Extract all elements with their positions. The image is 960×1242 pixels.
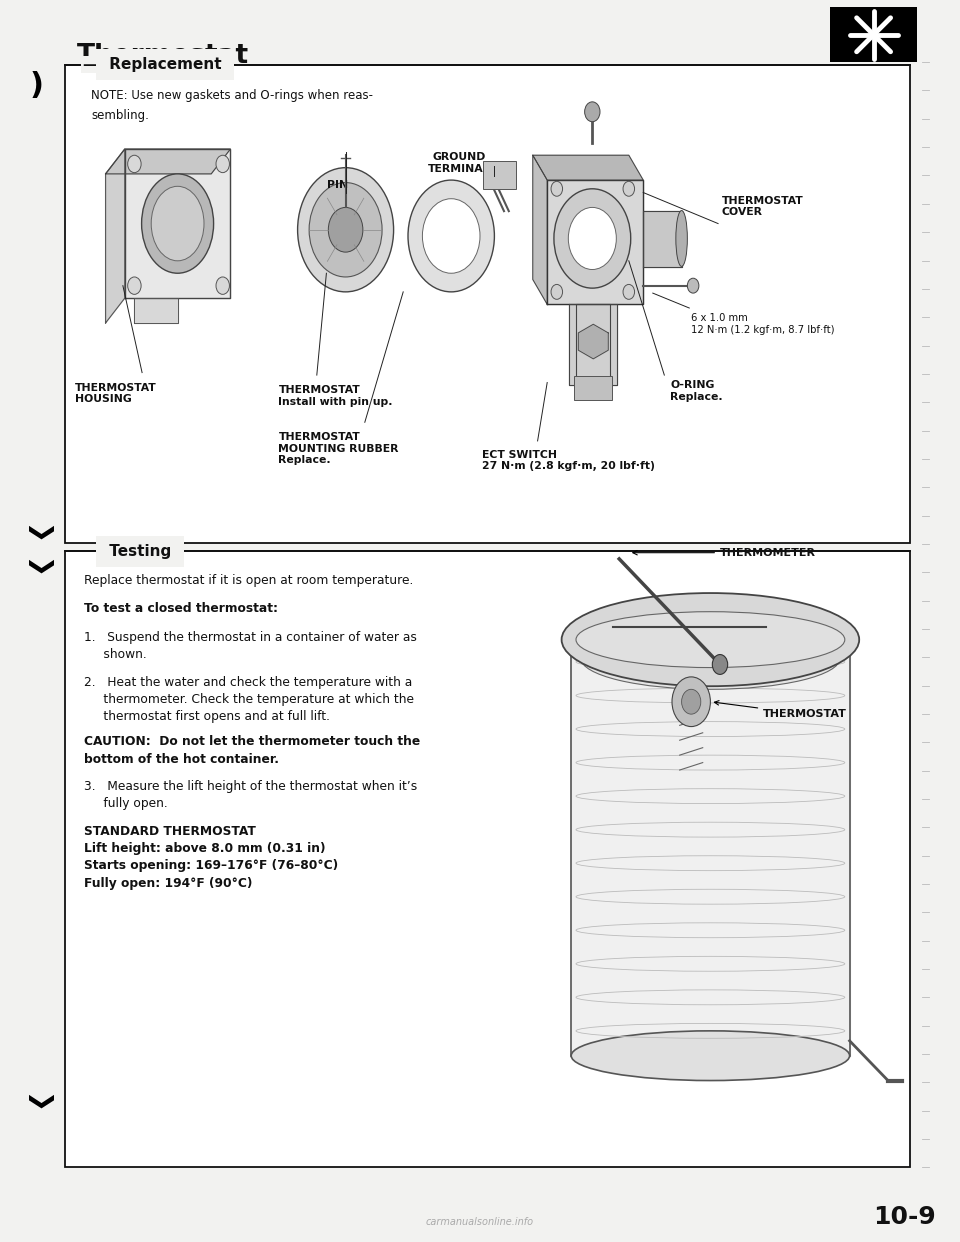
Ellipse shape xyxy=(151,186,204,261)
Text: Thermostat: Thermostat xyxy=(77,43,249,70)
Polygon shape xyxy=(578,324,609,359)
Text: ECT SWITCH
27 N·m (2.8 kgf·m, 20 lbf·ft): ECT SWITCH 27 N·m (2.8 kgf·m, 20 lbf·ft) xyxy=(482,450,655,471)
Circle shape xyxy=(585,102,600,122)
Circle shape xyxy=(551,284,563,299)
Polygon shape xyxy=(643,211,682,267)
Polygon shape xyxy=(125,149,230,298)
Circle shape xyxy=(128,155,141,173)
Text: PIN: PIN xyxy=(327,180,348,190)
Text: Lift height: above 8.0 mm (0.31 in): Lift height: above 8.0 mm (0.31 in) xyxy=(84,842,326,854)
Text: THERMOSTAT
MOUNTING RUBBER
Replace.: THERMOSTAT MOUNTING RUBBER Replace. xyxy=(278,432,399,466)
Ellipse shape xyxy=(571,596,850,671)
Text: 2.   Heat the water and check the temperature with a: 2. Heat the water and check the temperat… xyxy=(84,676,413,688)
Text: THERMOSTAT
COVER: THERMOSTAT COVER xyxy=(722,196,804,217)
Text: Replacement: Replacement xyxy=(104,57,227,72)
Text: ❯: ❯ xyxy=(24,558,49,579)
Ellipse shape xyxy=(676,210,687,267)
Text: Starts opening: 169–176°F (76–80°C): Starts opening: 169–176°F (76–80°C) xyxy=(84,859,339,872)
FancyBboxPatch shape xyxy=(65,551,910,1167)
Circle shape xyxy=(309,183,382,277)
Text: 6 x 1.0 mm
12 N·m (1.2 kgf·m, 8.7 lbf·ft): 6 x 1.0 mm 12 N·m (1.2 kgf·m, 8.7 lbf·ft… xyxy=(691,313,834,334)
Text: NOTE: Use new gaskets and O-rings when reas-: NOTE: Use new gaskets and O-rings when r… xyxy=(91,89,373,102)
Circle shape xyxy=(551,181,563,196)
Ellipse shape xyxy=(562,592,859,686)
Text: shown.: shown. xyxy=(84,648,147,661)
Text: THERMOMETER: THERMOMETER xyxy=(633,548,816,558)
Text: ❯: ❯ xyxy=(24,524,49,545)
Polygon shape xyxy=(134,298,178,323)
FancyBboxPatch shape xyxy=(830,7,917,62)
Text: ❯: ❯ xyxy=(24,1093,49,1114)
Text: ): ) xyxy=(30,71,43,99)
Text: THERMOSTAT
HOUSING: THERMOSTAT HOUSING xyxy=(75,383,156,404)
Text: To test a closed thermostat:: To test a closed thermostat: xyxy=(84,602,278,615)
Circle shape xyxy=(568,207,616,270)
FancyBboxPatch shape xyxy=(483,161,516,189)
Polygon shape xyxy=(547,180,643,304)
Text: —: — xyxy=(83,57,102,72)
Polygon shape xyxy=(533,155,547,304)
Polygon shape xyxy=(106,149,230,174)
Text: THERMOSTAT: THERMOSTAT xyxy=(714,700,847,719)
Text: fully open.: fully open. xyxy=(84,797,168,810)
Circle shape xyxy=(712,655,728,674)
Circle shape xyxy=(687,278,699,293)
Circle shape xyxy=(216,155,229,173)
Ellipse shape xyxy=(142,174,213,273)
Circle shape xyxy=(216,277,229,294)
Ellipse shape xyxy=(576,611,845,668)
Circle shape xyxy=(408,180,494,292)
Text: 1.   Suspend the thermostat in a container of water as: 1. Suspend the thermostat in a container… xyxy=(84,631,418,643)
Polygon shape xyxy=(576,304,610,397)
Text: sembling.: sembling. xyxy=(91,109,149,122)
FancyBboxPatch shape xyxy=(65,65,910,543)
FancyBboxPatch shape xyxy=(574,376,612,400)
Circle shape xyxy=(128,277,141,294)
Text: thermometer. Check the temperature at which the: thermometer. Check the temperature at wh… xyxy=(84,693,415,705)
Text: GROUND
TERMINAL: GROUND TERMINAL xyxy=(427,153,491,174)
Text: 3.   Measure the lift height of the thermostat when it’s: 3. Measure the lift height of the thermo… xyxy=(84,780,418,792)
Text: Testing: Testing xyxy=(104,544,177,559)
Circle shape xyxy=(623,284,635,299)
Ellipse shape xyxy=(581,627,840,689)
Text: THERMOSTAT
Install with pin up.: THERMOSTAT Install with pin up. xyxy=(278,385,393,406)
Text: 10-9: 10-9 xyxy=(874,1205,936,1228)
Circle shape xyxy=(672,677,710,727)
Text: O-RING
Replace.: O-RING Replace. xyxy=(670,380,723,401)
Text: bottom of the hot container.: bottom of the hot container. xyxy=(84,753,279,765)
Polygon shape xyxy=(106,149,125,323)
Polygon shape xyxy=(569,304,617,385)
Circle shape xyxy=(682,689,701,714)
Text: carmanualsonline.info: carmanualsonline.info xyxy=(426,1217,534,1227)
Circle shape xyxy=(623,181,635,196)
Circle shape xyxy=(422,199,480,273)
Circle shape xyxy=(328,207,363,252)
Text: thermostat first opens and at full lift.: thermostat first opens and at full lift. xyxy=(84,710,330,723)
Text: STANDARD THERMOSTAT: STANDARD THERMOSTAT xyxy=(84,825,256,837)
Polygon shape xyxy=(533,155,643,180)
Text: Fully open: 194°F (90°C): Fully open: 194°F (90°C) xyxy=(84,877,252,889)
Text: Replace thermostat if it is open at room temperature.: Replace thermostat if it is open at room… xyxy=(84,574,414,586)
Text: CAUTION:  Do not let the thermometer touch the: CAUTION: Do not let the thermometer touc… xyxy=(84,735,420,748)
Ellipse shape xyxy=(571,1031,850,1081)
Circle shape xyxy=(298,168,394,292)
Circle shape xyxy=(554,189,631,288)
